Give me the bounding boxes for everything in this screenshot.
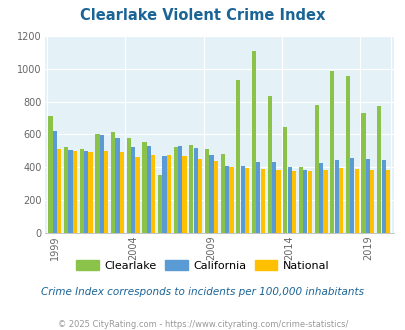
Bar — [345, 76, 349, 233]
Bar — [151, 155, 155, 233]
Text: © 2025 CityRating.com - https://www.cityrating.com/crime-statistics/: © 2025 CityRating.com - https://www.city… — [58, 320, 347, 329]
Bar — [298, 167, 303, 233]
Bar — [193, 148, 197, 233]
Bar — [205, 149, 209, 233]
Text: Crime Index corresponds to incidents per 100,000 inhabitants: Crime Index corresponds to incidents per… — [41, 287, 364, 297]
Bar — [166, 155, 171, 233]
Bar — [322, 170, 327, 233]
Bar — [267, 96, 271, 233]
Bar — [271, 162, 275, 233]
Bar — [229, 167, 233, 233]
Bar — [236, 81, 240, 233]
Legend: Clearlake, California, National: Clearlake, California, National — [74, 258, 331, 273]
Bar — [173, 147, 177, 233]
Bar — [256, 162, 260, 233]
Bar — [88, 152, 92, 233]
Bar — [111, 132, 115, 233]
Bar — [283, 127, 287, 233]
Bar — [381, 160, 385, 233]
Bar — [240, 166, 244, 233]
Bar — [198, 159, 202, 233]
Bar — [126, 138, 130, 233]
Bar — [213, 161, 217, 233]
Bar — [329, 72, 334, 233]
Bar — [385, 171, 389, 233]
Bar — [72, 151, 77, 233]
Bar — [251, 51, 256, 233]
Bar — [79, 149, 84, 233]
Text: Clearlake Violent Crime Index: Clearlake Violent Crime Index — [80, 8, 325, 23]
Bar — [276, 171, 280, 233]
Bar — [182, 156, 186, 233]
Bar — [303, 171, 307, 233]
Bar — [84, 151, 88, 233]
Bar — [104, 151, 108, 233]
Bar — [131, 147, 135, 233]
Bar — [48, 115, 52, 233]
Bar — [224, 166, 228, 233]
Bar — [146, 146, 151, 233]
Bar — [115, 138, 119, 233]
Bar — [307, 171, 311, 233]
Bar — [57, 149, 61, 233]
Bar — [376, 106, 380, 233]
Bar — [189, 145, 193, 233]
Bar — [354, 169, 358, 233]
Bar — [64, 147, 68, 233]
Bar — [220, 154, 224, 233]
Bar — [369, 171, 373, 233]
Bar — [162, 156, 166, 233]
Bar — [260, 169, 264, 233]
Bar — [119, 152, 124, 233]
Bar — [135, 156, 139, 233]
Bar — [287, 167, 291, 233]
Bar — [53, 131, 57, 233]
Bar — [338, 168, 342, 233]
Bar — [68, 150, 72, 233]
Bar — [318, 163, 322, 233]
Bar — [350, 158, 354, 233]
Bar — [334, 160, 338, 233]
Bar — [244, 168, 249, 233]
Bar — [291, 171, 296, 233]
Bar — [209, 155, 213, 233]
Bar — [95, 135, 99, 233]
Bar — [177, 146, 182, 233]
Bar — [360, 113, 365, 233]
Bar — [100, 135, 104, 233]
Bar — [365, 159, 369, 233]
Bar — [158, 175, 162, 233]
Bar — [142, 142, 146, 233]
Bar — [314, 105, 318, 233]
